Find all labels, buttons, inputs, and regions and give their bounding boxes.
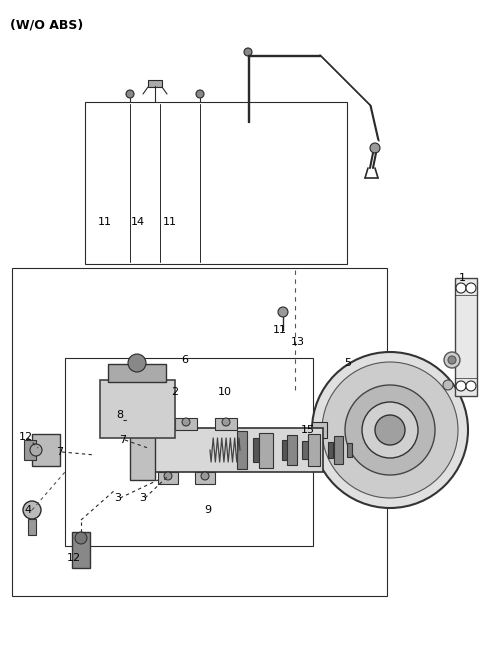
Circle shape (362, 402, 418, 458)
Text: 8: 8 (117, 410, 123, 420)
Bar (302, 441, 308, 459)
Text: 11: 11 (98, 217, 112, 227)
Circle shape (75, 532, 87, 544)
Bar (327, 442, 333, 458)
Circle shape (30, 444, 42, 456)
Text: 15: 15 (301, 425, 315, 435)
Circle shape (322, 362, 458, 498)
Text: 12: 12 (67, 553, 81, 563)
Bar (215, 418, 237, 430)
Circle shape (375, 415, 405, 445)
Text: 13: 13 (291, 337, 305, 347)
Circle shape (466, 381, 476, 391)
Bar (108, 364, 166, 382)
Circle shape (196, 90, 204, 98)
Bar (148, 428, 323, 472)
Bar (308, 434, 320, 466)
Bar (195, 472, 215, 484)
Bar (237, 431, 247, 469)
Circle shape (126, 90, 134, 98)
Text: 9: 9 (204, 505, 212, 515)
Bar (65, 358, 313, 546)
Text: 7: 7 (120, 435, 127, 445)
Text: 3: 3 (140, 493, 146, 503)
Bar (130, 420, 155, 480)
Circle shape (182, 418, 190, 426)
Bar (32, 434, 60, 466)
Circle shape (312, 352, 468, 508)
Circle shape (345, 385, 435, 475)
Bar (158, 472, 178, 484)
Bar (253, 438, 259, 462)
Bar (334, 436, 343, 464)
Text: 4: 4 (24, 505, 32, 515)
Circle shape (201, 472, 209, 480)
Bar (148, 80, 162, 87)
Bar (281, 440, 287, 460)
Bar (28, 519, 36, 535)
Text: 6: 6 (181, 355, 189, 365)
Bar (24, 440, 36, 460)
Circle shape (222, 418, 230, 426)
Text: 10: 10 (218, 387, 232, 397)
Circle shape (128, 354, 146, 372)
Bar (259, 432, 273, 468)
Bar (85, 102, 347, 264)
Text: (W/O ABS): (W/O ABS) (10, 18, 83, 31)
Circle shape (164, 472, 172, 480)
Bar (347, 443, 351, 457)
Text: 11: 11 (163, 217, 177, 227)
Bar (312, 422, 327, 438)
Text: 14: 14 (131, 217, 145, 227)
Bar (175, 418, 197, 430)
Bar (455, 278, 477, 396)
Bar (100, 380, 175, 438)
Bar (72, 532, 90, 568)
Text: 11: 11 (273, 325, 287, 335)
Text: 2: 2 (171, 387, 179, 397)
Circle shape (466, 283, 476, 293)
Circle shape (456, 283, 466, 293)
Circle shape (443, 380, 453, 390)
Circle shape (23, 501, 41, 519)
Circle shape (448, 356, 456, 364)
Text: 5: 5 (345, 358, 351, 368)
Circle shape (278, 307, 288, 317)
Text: 7: 7 (57, 447, 63, 457)
Text: 3: 3 (115, 493, 121, 503)
Circle shape (456, 381, 466, 391)
Bar (287, 435, 297, 465)
Text: 12: 12 (19, 432, 33, 442)
Circle shape (370, 143, 380, 153)
Circle shape (444, 352, 460, 368)
Bar (12, 268, 387, 596)
Circle shape (244, 48, 252, 56)
Text: 1: 1 (458, 273, 466, 283)
